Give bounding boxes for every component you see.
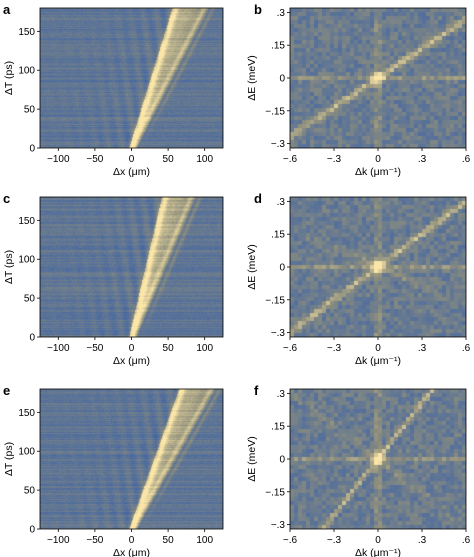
x-tick-label: .6 [462, 535, 471, 546]
x-tick-label: −50 [86, 154, 103, 165]
panel-c: −100 −50 0 50 100 0 50 100 150 Δx (μm) ΔT (ps) c [3, 191, 224, 367]
x-tick-label: 50 [163, 535, 175, 546]
y-axis-label: ΔT (ps) [3, 61, 15, 95]
x-tick-label: 100 [196, 343, 213, 354]
x-axis-label: Δk (μm⁻¹) [355, 166, 401, 178]
x-axis-label: Δk (μm⁻¹) [355, 547, 401, 557]
y-tick-label: 150 [18, 216, 35, 227]
x-tick-label: 0 [375, 343, 381, 354]
panel-d: −.6 −.3 0 .3 .6 −.3 −.15 0 .15 .3 Δk (μm⁻¹) ΔE (meV… [246, 191, 471, 367]
x-tick-label: 50 [163, 154, 175, 165]
x-tick-label: −100 [47, 154, 70, 165]
y-axis-label: ΔE (meV) [246, 436, 258, 482]
x-axis-label: Δk (μm⁻¹) [355, 355, 401, 367]
y-axis-label: ΔE (meV) [246, 244, 258, 290]
x-tick-label: 50 [163, 343, 175, 354]
x-tick-label: −.6 [283, 343, 298, 354]
y-tick-label: 0 [29, 525, 35, 536]
y-tick-label: .15 [271, 41, 285, 52]
y-axis-label: ΔT (ps) [3, 250, 15, 284]
x-tick-label: 100 [196, 154, 213, 165]
heatmap-image-a [40, 8, 223, 148]
x-axis-label: Δx (μm) [113, 166, 150, 178]
y-tick-label: 0 [29, 144, 35, 155]
y-tick-label: 150 [18, 27, 35, 38]
x-tick-label: .6 [462, 343, 471, 354]
y-tick-label: 0 [279, 263, 285, 274]
y-tick-label: −.3 [271, 520, 286, 531]
y-tick-label: −.3 [271, 328, 286, 339]
x-tick-label: 0 [375, 535, 381, 546]
y-tick-label: 50 [24, 294, 36, 305]
x-tick-label: −.3 [327, 154, 342, 165]
panel-e: −100 −50 0 50 100 0 50 100 150 Δx (μm) ΔT (ps) e [3, 383, 224, 557]
y-tick-label: −.15 [265, 106, 285, 117]
y-tick-label: 50 [24, 105, 36, 116]
y-tick-label: 100 [18, 447, 35, 458]
heatmap-image-e [40, 389, 223, 529]
x-tick-label: −50 [86, 343, 103, 354]
heatmap-image-d [290, 197, 466, 337]
y-axis-label: ΔE (meV) [246, 55, 258, 101]
x-axis-label: Δx (μm) [113, 547, 150, 557]
y-tick-label: −.15 [265, 295, 285, 306]
y-tick-label: −.3 [271, 139, 286, 150]
y-tick-label: .15 [271, 422, 285, 433]
panel-label: a [3, 2, 11, 17]
x-tick-label: 0 [129, 154, 135, 165]
x-tick-label: .3 [418, 343, 427, 354]
x-tick-label: −.6 [283, 154, 298, 165]
y-tick-label: 150 [18, 408, 35, 419]
x-tick-label: −50 [86, 535, 103, 546]
panel-f: −.6 −.3 0 .3 .6 −.3 −.15 0 .15 .3 Δk (μm⁻¹) ΔE (meV… [246, 383, 471, 557]
panel-b: −.6 −.3 0 .3 .6 −.3 −.15 0 .15 .3 Δk (μm⁻¹) ΔE (meV… [246, 2, 471, 178]
y-tick-label: 50 [24, 486, 36, 497]
panel-label: e [3, 383, 10, 398]
panel-label: d [254, 191, 262, 206]
y-tick-label: .3 [277, 389, 286, 400]
y-tick-label: 0 [29, 333, 35, 344]
x-tick-label: 0 [129, 535, 135, 546]
y-tick-label: .3 [277, 197, 286, 208]
x-tick-label: 0 [129, 343, 135, 354]
y-tick-label: .15 [271, 230, 285, 241]
x-tick-label: −100 [47, 343, 70, 354]
y-tick-label: 100 [18, 255, 35, 266]
y-tick-label: 0 [279, 74, 285, 85]
heatmap-image-b [290, 8, 466, 148]
x-tick-label: −100 [47, 535, 70, 546]
panel-label: f [254, 383, 259, 398]
x-tick-label: −.3 [327, 343, 342, 354]
x-tick-label: 0 [375, 154, 381, 165]
y-tick-label: −.15 [265, 487, 285, 498]
y-tick-label: .3 [277, 8, 286, 19]
x-tick-label: −.6 [283, 535, 298, 546]
heatmap-image-c [40, 197, 223, 337]
x-tick-label: .3 [418, 535, 427, 546]
y-tick-label: 100 [18, 66, 35, 77]
heatmap-image-f [290, 389, 466, 529]
x-tick-label: −.3 [327, 535, 342, 546]
x-axis-label: Δx (μm) [113, 355, 150, 367]
panel-a: −100 −50 0 50 100 0 50 100 150 Δx (μm) ΔT (ps) a [3, 2, 224, 178]
x-tick-label: .6 [462, 154, 471, 165]
x-tick-label: .3 [418, 154, 427, 165]
panel-label: b [254, 2, 262, 17]
panel-label: c [3, 191, 10, 206]
x-tick-label: 100 [196, 535, 213, 546]
y-axis-label: ΔT (ps) [3, 442, 15, 476]
y-tick-label: 0 [279, 455, 285, 466]
